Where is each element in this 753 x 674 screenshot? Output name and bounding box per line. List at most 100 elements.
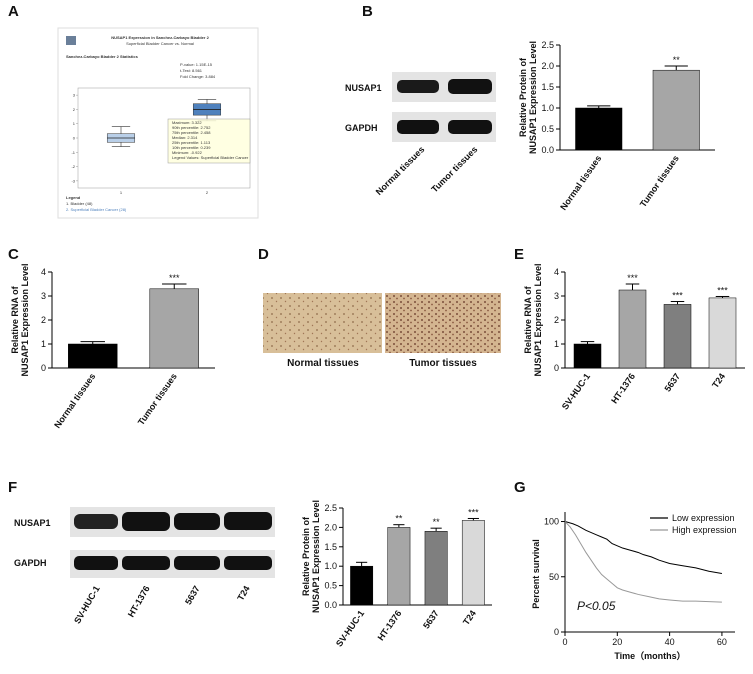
x-tick-label: HT-1376: [609, 371, 637, 405]
y-tick-label: -3: [71, 178, 75, 183]
y-axis-label: Relative RNA of: [523, 285, 533, 353]
protein-label: GAPDH: [14, 558, 47, 568]
bar: [350, 565, 374, 606]
band: [224, 556, 272, 570]
annotation: P<0.05: [577, 599, 616, 613]
blot-f: NUSAP1 GAPDH SV-HUC-1 HT-1376 5637 T24: [14, 507, 275, 625]
band: [74, 556, 118, 570]
y-tick-label: 3: [73, 93, 76, 98]
y-tick-label: 3: [41, 291, 46, 301]
significance: ***: [468, 507, 479, 517]
x-tick-label: 1: [120, 190, 123, 195]
significance: **: [673, 55, 681, 65]
significance: ***: [169, 273, 180, 283]
band: [174, 556, 220, 570]
x-tick-label: 0: [562, 637, 567, 647]
stat-line: Legend Values: Superficial Bladder Cance…: [172, 155, 249, 160]
x-tick-label: Tumor tissues: [638, 153, 681, 209]
band: [74, 514, 118, 529]
y-tick-label: 0: [554, 627, 559, 637]
y-tick-label: 0: [73, 136, 76, 141]
lane-label: SV-HUC-1: [72, 584, 102, 625]
panel-label: B: [362, 3, 373, 20]
y-tick-label: 3: [554, 291, 559, 301]
y-axis-label: NUSAP1 Expression Level: [20, 263, 30, 376]
metric: t-Test: 8.561: [180, 68, 203, 73]
x-tick-label: 5637: [421, 608, 441, 630]
y-tick-label: 2: [73, 107, 76, 112]
survival-line: [564, 521, 723, 574]
x-tick-label: 2: [206, 190, 209, 195]
x-tick-label: 20: [612, 637, 622, 647]
y-tick-label: 0.0: [541, 145, 554, 155]
micrograph-label: Normal tissues: [287, 358, 359, 369]
x-tick-label: Tumor tissues: [136, 371, 179, 427]
bar: [424, 531, 448, 606]
y-tick-label: 100: [544, 517, 559, 527]
tooltip: [167, 118, 251, 164]
y-axis-label: Relative RNA of: [10, 285, 20, 353]
bar: [575, 107, 623, 151]
section-title: Sanchez-Carbayo Bladder 2 Statistics: [66, 54, 139, 59]
y-tick-label: 2.5: [324, 503, 337, 513]
band: [224, 512, 272, 530]
x-tick-label: Normal tissues: [558, 153, 603, 212]
lane-label: 5637: [183, 584, 202, 606]
micrograph: [263, 293, 382, 353]
x-axis-label: Time（months）: [614, 651, 685, 661]
y-tick-label: 0: [41, 363, 46, 373]
y-tick-label: -1: [71, 150, 75, 155]
band: [448, 79, 492, 94]
y-tick-label: 2.0: [541, 61, 554, 71]
y-tick-label: 0.0: [324, 600, 337, 610]
y-tick-label: 4: [554, 267, 559, 277]
screenshot-title: NUSAP1 Expression in Sanchez-Carbayo Bla…: [111, 35, 209, 40]
screenshot-subtitle: Superficial Bladder Cancer vs. Normal: [126, 41, 194, 46]
band: [448, 120, 492, 134]
significance: **: [433, 517, 441, 527]
y-axis-label: NUSAP1 Expression Level: [533, 263, 543, 376]
legend-label: High expression: [672, 525, 737, 535]
x-tick-label: 5637: [662, 371, 682, 393]
stat-line: 10th percentile: 0.239: [172, 145, 211, 150]
survival-line: [564, 521, 722, 603]
y-tick-label: 1: [41, 339, 46, 349]
x-tick-label: SV-HUC-1: [560, 371, 592, 411]
legend-item: 2. Superficial Bladder Cancer (28): [66, 207, 127, 212]
lane-label: HT-1376: [126, 584, 152, 619]
y-axis-label: Relative Protein of: [301, 516, 311, 596]
band: [122, 512, 170, 531]
y-tick-label: -2: [71, 164, 75, 169]
y-tick-label: 50: [549, 572, 559, 582]
band: [397, 80, 439, 93]
x-tick-label: HT-1376: [376, 608, 404, 642]
x-tick-label: T24: [710, 371, 727, 389]
y-tick-label: 0: [554, 363, 559, 373]
stat-line: 75th percentile: 2.458: [172, 130, 211, 135]
band: [174, 513, 220, 530]
y-tick-label: 2: [554, 315, 559, 325]
bar: [618, 289, 647, 369]
bar: [663, 304, 692, 369]
stat-line: 90th percentile: 2.752: [172, 125, 211, 130]
legend-title: Legend: [66, 195, 81, 200]
y-axis-label: Percent survival: [531, 539, 541, 609]
panel-label: F: [8, 479, 17, 496]
stat-line: Maximum: 3.322: [172, 120, 202, 125]
panel-label: A: [8, 3, 19, 20]
y-tick-label: 2.5: [541, 40, 554, 50]
y-axis-label: NUSAP1 Expression Level: [311, 500, 321, 613]
panel-label: G: [514, 479, 526, 496]
x-tick-label: 40: [665, 637, 675, 647]
protein-label: GAPDH: [345, 123, 378, 133]
lane-label: T24: [235, 584, 251, 602]
stat-line: Minimum: -0.922: [172, 150, 203, 155]
bar: [387, 527, 411, 606]
lane-label: Normal tissues: [374, 144, 427, 197]
stat-line: Median: 2.314: [172, 135, 198, 140]
bar: [461, 520, 485, 606]
legend-item: 1. Bladder (48): [66, 201, 93, 206]
app-icon: [66, 36, 76, 45]
